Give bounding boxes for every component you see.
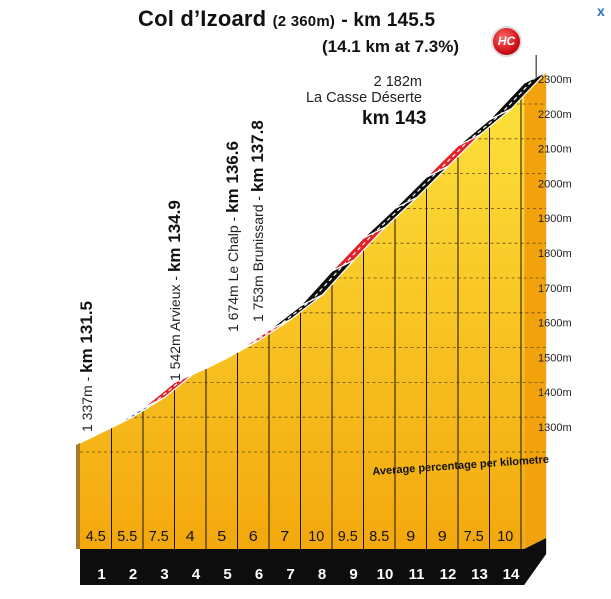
summit-note-name: La Casse Déserte: [305, 90, 422, 106]
gradient-label: 4.5: [86, 529, 106, 545]
gradient-label: 8.5: [369, 529, 389, 545]
km-base-strip: [80, 538, 547, 585]
km-label: 12: [440, 566, 457, 583]
gradient-label: 10: [308, 529, 324, 545]
altitude-tick-label: 1300m: [538, 422, 572, 434]
profile-start-edge: [76, 442, 80, 549]
climb-km: - km 145.5: [341, 10, 436, 31]
km-label: 13: [471, 566, 488, 583]
km-label: 7: [286, 566, 294, 583]
altitude-tick-label: 1600m: [538, 318, 572, 330]
landmark-label-2: 1 674m Le Chalp - km 136.6: [223, 141, 242, 332]
gradient-label: 7.5: [149, 529, 169, 545]
profile-end-wall: [524, 72, 547, 550]
km-label: 14: [503, 566, 520, 583]
hc-category-badge: HC: [491, 26, 522, 57]
km-label: 9: [349, 566, 357, 583]
km-label: 5: [223, 566, 231, 583]
altitude-tick-label: 1900m: [538, 213, 572, 225]
km-label: 3: [160, 566, 168, 583]
chart-subtitle: (14.1 km at 7.3%): [322, 37, 460, 56]
climb-name: Col d’Izoard: [138, 6, 267, 31]
summit-note-altitude: 2 182m: [373, 74, 422, 90]
gradient-label: 7: [280, 529, 289, 545]
km-label: 10: [377, 566, 394, 583]
gradient-label: 10: [497, 529, 513, 545]
landmark-label-3: 1 753m Brunissard - km 137.8: [248, 120, 267, 322]
km-label: 11: [409, 566, 425, 583]
altitude-tick-label: 1500m: [538, 352, 572, 364]
gradient-label: 9: [438, 529, 447, 545]
altitude-tick-label: 1800m: [538, 248, 572, 260]
altitude-tick-label: 2100m: [538, 144, 572, 156]
band-centreline: [90, 77, 536, 439]
landmark-label-0: 1 337m - km 131.5: [77, 301, 96, 432]
climb-altitude: (2 360m): [272, 13, 336, 30]
altitude-tick-label: 1400m: [538, 387, 572, 399]
chart-title: Col d’Izoard (2 360m) - km 145.5: [138, 6, 435, 32]
gradient-label: 6: [249, 529, 258, 545]
altitude-tick-label: 1700m: [538, 283, 572, 295]
summit-note-km: km 143: [362, 108, 427, 129]
km-label: 8: [318, 566, 326, 583]
band-segment: [489, 71, 547, 121]
gradient-label: 4: [186, 529, 195, 545]
km-label: 6: [255, 566, 263, 583]
km-label: 2: [129, 566, 137, 583]
close-icon[interactable]: x: [597, 3, 605, 19]
gradient-label: 5: [217, 529, 226, 545]
summit-note: 2 182m La Casse Déserte: [306, 74, 422, 106]
altitude-tick-label: 2000m: [538, 178, 572, 190]
altitude-tick-label: 2200m: [538, 109, 572, 121]
km-label: 1: [97, 566, 105, 583]
gradient-label: 7.5: [464, 529, 484, 545]
gradient-label: 9: [406, 529, 415, 545]
gradient-label: 9.5: [338, 529, 358, 545]
landmark-label-1: 1 542m Arvieux - km 134.9: [165, 200, 184, 381]
altitude-tick-label: 2300m: [538, 74, 572, 86]
gradient-label: 5.5: [117, 529, 137, 545]
km-label: 4: [192, 566, 201, 583]
